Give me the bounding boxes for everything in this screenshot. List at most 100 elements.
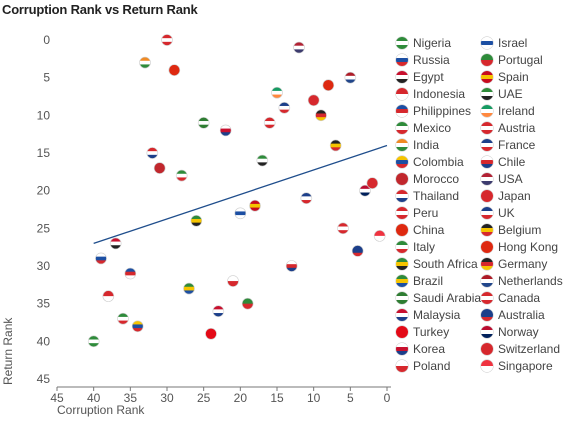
flag-icon	[396, 240, 408, 253]
point-peru	[161, 34, 173, 46]
y-tick-label: 35	[37, 297, 51, 311]
point-philippines	[124, 267, 137, 280]
y-tick-label: 25	[37, 221, 51, 235]
legend-label: Israel	[498, 35, 528, 50]
legend-label: Japan	[498, 188, 531, 203]
legend-item-philippines: Philippines	[396, 102, 471, 119]
flag-icon	[481, 121, 493, 134]
legend-label: Peru	[413, 205, 439, 220]
legend-label: Singapore	[498, 358, 553, 373]
flag-icon	[396, 104, 408, 117]
legend-item-thailand: Thailand	[396, 187, 459, 204]
flag-icon	[481, 53, 493, 66]
legend-item-uk: UK	[481, 204, 515, 221]
legend-item-poland: Poland	[396, 357, 450, 374]
point-korea	[219, 124, 232, 137]
legend-item-netherlands: Netherlands	[481, 272, 563, 289]
point-indonesia	[102, 290, 115, 302]
legend-item-egypt: Egypt	[396, 68, 444, 85]
legend-label: Colombia	[413, 154, 464, 169]
legend-label: Canada	[498, 290, 541, 305]
y-tick-label: 0	[43, 33, 50, 47]
legend-item-mexico: Mexico	[396, 119, 451, 136]
point-spain	[249, 199, 261, 212]
point-south-africa	[190, 215, 203, 227]
point-japan	[307, 94, 320, 107]
data-points	[87, 34, 386, 348]
legend-item-morocco: Morocco	[396, 170, 459, 187]
legend-label: Russia	[413, 52, 450, 67]
legend-label: UK	[498, 205, 515, 220]
legend-label: Turkey	[413, 324, 450, 339]
x-tick-label: 0	[384, 391, 391, 405]
x-tick-label: 25	[197, 391, 211, 405]
legend-label: Egypt	[413, 69, 444, 84]
legend-label: USA	[498, 171, 523, 186]
legend-label: Australia	[498, 307, 545, 322]
legend-label: Thailand	[413, 188, 460, 203]
legend-label: Morocco	[413, 171, 460, 186]
legend-label: UAE	[498, 86, 523, 101]
legend-item-turkey: Turkey	[396, 323, 449, 340]
legend-item-peru: Peru	[396, 204, 438, 221]
flag-icon	[396, 189, 408, 202]
legend-item-colombia: Colombia	[396, 153, 464, 170]
flag-icon	[481, 87, 493, 100]
legend-label: Austria	[498, 120, 536, 135]
x-axis-label: Corruption Rank	[57, 403, 145, 417]
flag-icon	[481, 325, 493, 338]
y-tick-label: 10	[37, 108, 51, 122]
legend-item-malaysia: Malaysia	[396, 306, 460, 323]
legend-label: Ireland	[498, 103, 535, 118]
point-india	[139, 56, 151, 69]
legend-item-russia: Russia	[396, 51, 450, 68]
x-tick-label: 45	[50, 391, 64, 405]
point-saudi-arabia	[197, 117, 210, 129]
y-tick-label: 40	[37, 334, 51, 348]
legend-label: Hong Kong	[498, 239, 559, 254]
flag-icon	[481, 206, 493, 219]
flag-icon	[396, 325, 408, 338]
legend-item-belgium: Belgium	[481, 221, 541, 238]
flag-icon	[396, 53, 408, 66]
legend-item-indonesia: Indonesia	[396, 85, 465, 102]
legend-item-hong-kong: Hong Kong	[481, 238, 558, 255]
x-tick-label: 10	[307, 391, 321, 405]
point-germany	[315, 109, 327, 122]
point-israel	[234, 207, 247, 220]
flag-icon	[396, 70, 408, 83]
legend-label: Saudi Arabia	[413, 290, 482, 305]
point-italy	[175, 169, 188, 182]
y-tick-label: 45	[37, 372, 51, 386]
point-hong-kong	[322, 79, 335, 91]
flag-icon	[396, 359, 408, 372]
legend-label: Belgium	[498, 222, 542, 237]
legend-label: Spain	[498, 69, 529, 84]
flag-icon	[481, 223, 493, 236]
point-brazil	[183, 282, 195, 295]
flag-icon	[481, 189, 493, 202]
legend-label: Philippines	[413, 103, 472, 118]
flag-icon	[481, 308, 493, 321]
legend-item-switzerland: Switzerland	[481, 340, 560, 357]
legend-item-israel: Israel	[481, 34, 527, 51]
point-russia	[95, 252, 107, 265]
point-austria	[263, 117, 276, 129]
point-portugal	[241, 297, 254, 310]
legend-label: Korea	[413, 341, 446, 356]
legend-item-italy: Italy	[396, 238, 435, 255]
y-axis-ticks: 0 5 10 15 20 25 30 35 40 45	[37, 33, 51, 386]
flag-icon	[481, 70, 493, 83]
legend-item-usa: USA	[481, 170, 523, 187]
point-turkey	[205, 327, 217, 340]
point-thailand	[146, 147, 159, 159]
flag-icon	[481, 155, 493, 168]
x-tick-label: 15	[270, 391, 284, 405]
chart-title: Corruption Rank vs Return Rank	[2, 2, 198, 17]
legend-label: Portugal	[498, 52, 543, 67]
legend-item-china: China	[396, 221, 444, 238]
legend-label: Netherlands	[498, 273, 563, 288]
flag-icon	[481, 274, 493, 287]
legend-label: South Africa	[413, 256, 478, 271]
point-australia	[351, 245, 364, 257]
